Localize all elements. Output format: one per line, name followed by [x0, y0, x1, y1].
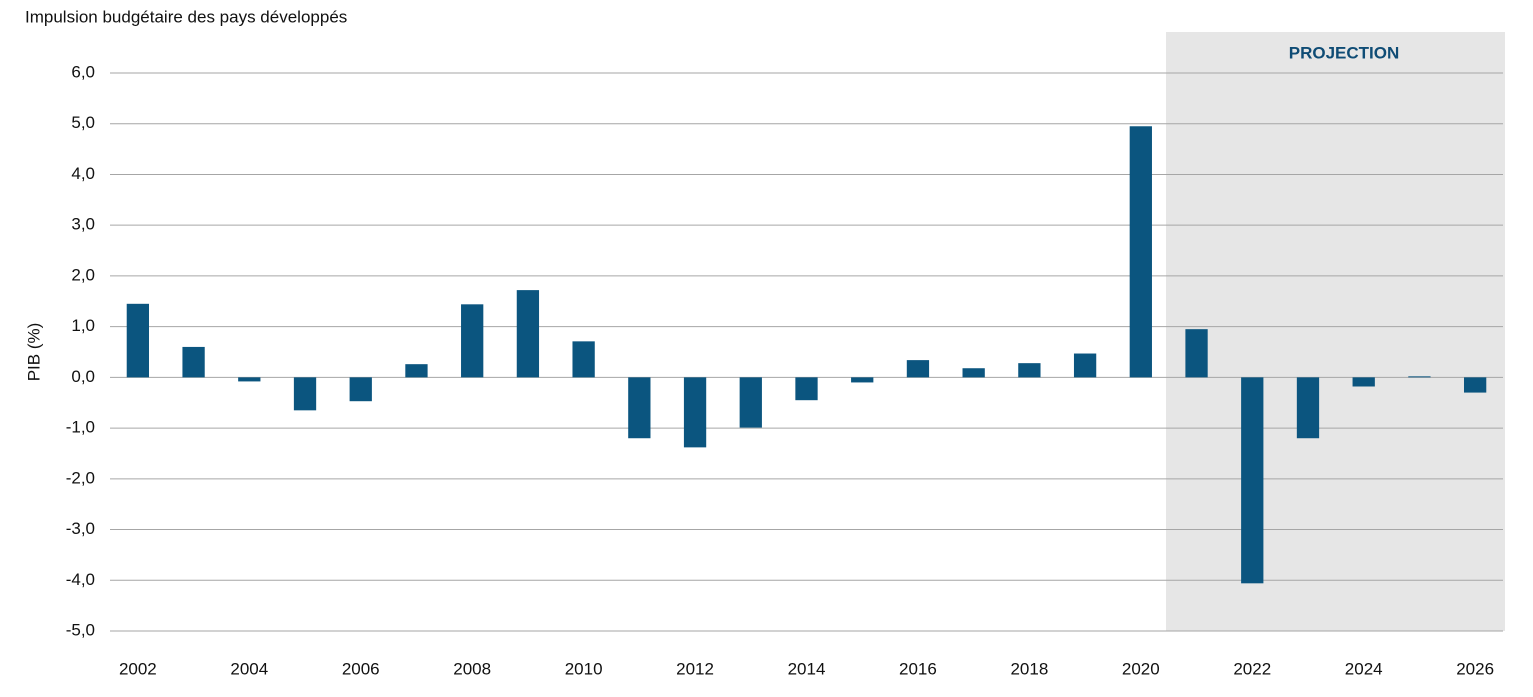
- bar: [683, 377, 707, 448]
- bar: [906, 360, 930, 378]
- y-tick-label: 0,0: [71, 367, 95, 386]
- bar: [1185, 329, 1208, 378]
- projection-shade: [1166, 32, 1505, 631]
- bar: [851, 377, 874, 383]
- y-tick-label: -4,0: [66, 570, 95, 589]
- y-tick-label: -1,0: [66, 418, 95, 437]
- projection-label: PROJECTION: [1289, 43, 1400, 62]
- bar: [628, 377, 651, 439]
- x-tick-label: 2016: [899, 659, 937, 678]
- bar: [238, 377, 261, 382]
- bar: [182, 346, 205, 378]
- x-tick-label: 2006: [342, 659, 380, 678]
- y-tick-label: 3,0: [71, 215, 95, 234]
- x-tick-label: 2022: [1233, 659, 1271, 678]
- bar: [461, 304, 484, 378]
- y-tick-label: 4,0: [71, 164, 95, 183]
- bar: [126, 303, 150, 378]
- x-tick-label: 2002: [119, 659, 157, 678]
- bar: [293, 377, 317, 411]
- y-tick-label: -5,0: [66, 620, 95, 639]
- bar: [1408, 376, 1431, 378]
- bar: [1463, 377, 1487, 393]
- x-tick-label: 2024: [1345, 659, 1383, 678]
- x-tick-label: 2012: [676, 659, 714, 678]
- y-tick-label: 2,0: [71, 265, 95, 284]
- y-tick-label: 6,0: [71, 62, 95, 81]
- x-tick-label: 2014: [788, 659, 826, 678]
- x-tick-label: 2004: [230, 659, 268, 678]
- bar: [962, 368, 985, 378]
- bar: [739, 377, 762, 428]
- y-tick-label: 5,0: [71, 113, 95, 132]
- bar: [795, 377, 818, 401]
- x-tick-label: 2008: [453, 659, 491, 678]
- bar: [1352, 377, 1375, 387]
- bar: [405, 364, 428, 378]
- y-tick-label: -3,0: [66, 519, 95, 538]
- chart-title: Impulsion budgétaire des pays développés: [25, 7, 347, 26]
- bar: [1018, 363, 1041, 378]
- bar: [349, 377, 372, 402]
- x-tick-label: 2018: [1010, 659, 1048, 678]
- y-tick-label: 1,0: [71, 316, 95, 335]
- y-axis-label: PIB (%): [24, 323, 43, 382]
- y-tick-label: -2,0: [66, 468, 95, 487]
- x-tick-label: 2020: [1122, 659, 1160, 678]
- bar: [1073, 353, 1097, 378]
- bar: [1129, 126, 1152, 378]
- bar: [1241, 377, 1264, 584]
- bar: [572, 341, 595, 378]
- bar: [516, 290, 540, 378]
- x-tick-label: 2026: [1456, 659, 1494, 678]
- x-tick-label: 2010: [565, 659, 603, 678]
- bar: [1296, 377, 1320, 439]
